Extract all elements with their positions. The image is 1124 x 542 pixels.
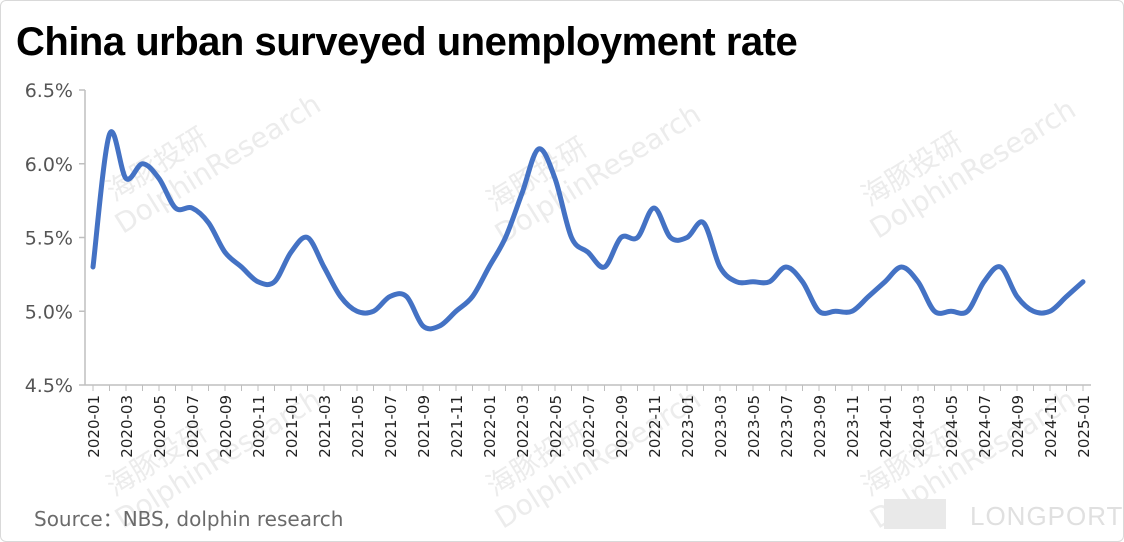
x-tick-label: 2021-07 xyxy=(382,395,400,458)
x-tick-label: 2023-11 xyxy=(844,395,862,458)
brand-logo: LONGPORT xyxy=(884,497,1122,531)
x-tick-label: 2021-01 xyxy=(283,395,301,458)
x-tick-label: 2020-09 xyxy=(217,395,235,458)
x-tick-label: 2022-07 xyxy=(580,395,598,458)
x-tick-label: 2021-05 xyxy=(349,395,367,458)
x-tick-label: 2023-09 xyxy=(811,395,829,458)
chart-title: China urban surveyed unemployment rate xyxy=(16,20,798,64)
x-tick-label: 2025-01 xyxy=(1075,395,1093,458)
x-tick-label: 2023-03 xyxy=(712,395,730,458)
x-tick-label: 2022-11 xyxy=(646,395,664,458)
x-tick-label: 2021-09 xyxy=(415,395,433,458)
series-line xyxy=(90,129,1086,332)
x-tick-label: 2024-03 xyxy=(910,395,928,458)
x-axis: 2020-01 2020-03 2020-05 2020-07 2020-09 2020-… xyxy=(85,384,1093,458)
x-tick-label: 2023-07 xyxy=(778,395,796,458)
x-tick-label: 2024-09 xyxy=(1009,395,1027,458)
y-tick-label: 6.0% xyxy=(25,154,73,176)
x-tick-label: 2022-05 xyxy=(547,395,565,458)
y-tick-label: 5.0% xyxy=(25,301,73,323)
y-tick-label: 4.5% xyxy=(25,375,73,397)
x-tick-label: 2022-03 xyxy=(514,395,532,458)
x-tick-label: 2020-07 xyxy=(184,395,202,458)
y-tick-label: 5.5% xyxy=(25,228,73,250)
x-tick-label: 2021-03 xyxy=(316,395,334,458)
x-tick-label: 2023-01 xyxy=(679,395,697,458)
x-tick-label: 2024-11 xyxy=(1042,395,1060,458)
y-tick-label: 6.5% xyxy=(25,80,73,102)
x-tick-label: 2020-05 xyxy=(151,395,169,458)
source-note: Source：NBS, dolphin research xyxy=(34,507,344,531)
x-tick-label: 2022-01 xyxy=(481,395,499,458)
brand-name: LONGPORT xyxy=(970,501,1124,531)
series-layer xyxy=(90,129,1086,332)
x-tick-label: 2021-11 xyxy=(448,395,466,458)
y-axis: 4.5% 5.0% 5.5% 6.0% 6.5% xyxy=(25,80,86,397)
x-tick-label: 2020-01 xyxy=(85,395,103,458)
brand-mark-icon xyxy=(884,499,946,529)
x-tick-label: 2023-05 xyxy=(745,395,763,458)
x-tick-label: 2024-01 xyxy=(877,395,895,458)
x-tick-label: 2020-11 xyxy=(250,395,268,458)
x-tick-label: 2024-07 xyxy=(976,395,994,458)
x-tick-label: 2020-03 xyxy=(118,395,136,458)
x-tick-label: 2022-09 xyxy=(613,395,631,458)
x-tick-label: 2024-05 xyxy=(943,395,961,458)
